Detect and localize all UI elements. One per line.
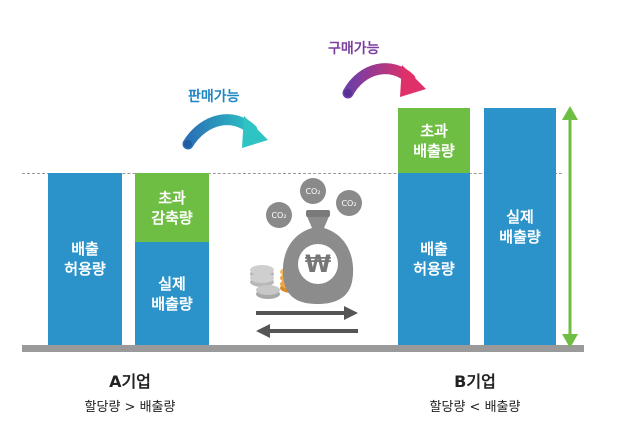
company-a-name: A기업 — [109, 372, 151, 391]
sell-possible-label: 판매가능 — [188, 89, 240, 105]
emission-range-arrow-icon — [562, 106, 578, 348]
co2-bubble-1-label: CO₂ — [271, 210, 287, 220]
won-symbol: ₩ — [304, 250, 332, 278]
buy-curved-arrow-icon — [342, 63, 426, 99]
company-b-actual-emission-label: 실제 배출량 — [499, 207, 541, 246]
allowance-threshold-line — [22, 173, 562, 174]
company-a-allowance-label: 배출 허용량 — [64, 240, 106, 278]
buy-possible-label: 구매가능 — [328, 41, 380, 57]
company-b-allowance-label: 배출 허용량 — [413, 240, 455, 278]
company-b-excess-emission-label: 초과 배출량 — [413, 121, 455, 160]
company-a-relation: 할당량 > 배출량 — [84, 400, 176, 415]
company-a-actual-emission-label: 실제 배출량 — [151, 274, 193, 313]
co2-bubble-1: CO₂ — [266, 202, 292, 228]
co2-bubble-3-label: CO₂ — [341, 198, 357, 208]
money-bag-graphic — [250, 210, 354, 304]
sell-curved-arrow-icon — [182, 114, 268, 150]
company-b-actual-emission-bar: 실제 배출량 — [484, 108, 556, 345]
company-a-actual-emission-bar: 실제 배출량 — [135, 242, 209, 345]
co2-bubble-2-label: CO₂ — [305, 186, 321, 196]
company-b-allowance-bar: 배출 허용량 — [398, 173, 470, 345]
company-b-relation: 할당량 < 배출량 — [429, 400, 521, 415]
company-b-caption: B기업 할당량 < 배출량 — [405, 368, 545, 415]
company-b-name: B기업 — [454, 372, 496, 391]
company-a-excess-reduction-bar: 초과 감축량 — [135, 173, 209, 242]
co2-bubble-3: CO₂ — [336, 190, 362, 216]
exchange-arrows-icon — [256, 306, 358, 338]
baseline — [22, 345, 584, 352]
company-a-excess-reduction-label: 초과 감축량 — [151, 188, 193, 227]
co2-bubble-2: CO₂ — [300, 178, 326, 204]
company-a-caption: A기업 할당량 > 배출량 — [60, 368, 200, 415]
company-b-excess-emission-bar: 초과 배출량 — [398, 108, 470, 173]
company-a-allowance-bar: 배출 허용량 — [48, 173, 122, 345]
